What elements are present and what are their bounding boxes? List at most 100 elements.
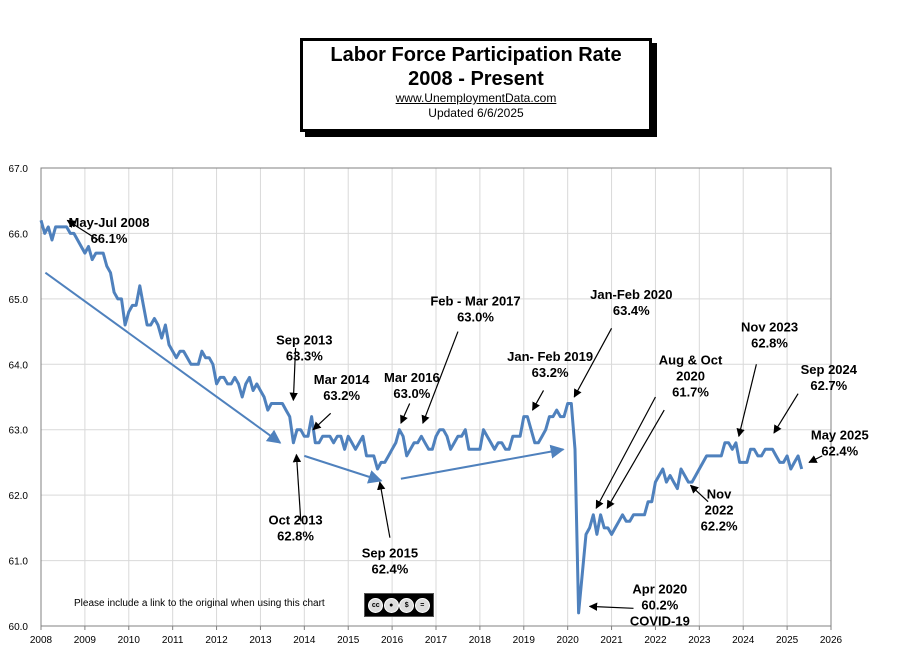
y-axis-ticks: 60.0 61.0 62.0 63.0 64.0 65.0 66.0 67.0 bbox=[9, 164, 29, 633]
nc-dollar-icon: $ bbox=[399, 597, 415, 613]
annotation-arrow bbox=[312, 412, 332, 431]
y-tick-label: 61.0 bbox=[9, 557, 29, 568]
annotation-arrow bbox=[606, 409, 665, 509]
annotation-label: 62.8% bbox=[277, 529, 314, 544]
annotation-arrow bbox=[736, 364, 757, 438]
chart-subtitle: 2008 - Present bbox=[408, 68, 544, 90]
updated-date: Updated 6/6/2025 bbox=[428, 106, 524, 120]
x-tick-label: 2010 bbox=[118, 635, 141, 646]
annotation-label: Jan-Feb 2020 bbox=[590, 287, 672, 302]
annotation-label: 63.0% bbox=[393, 386, 430, 401]
annotation-label: Sep 2015 bbox=[362, 545, 418, 560]
source-link[interactable]: www.UnemploymentData.com bbox=[395, 91, 557, 105]
x-tick-label: 2008 bbox=[30, 635, 53, 646]
annotation-label: 63.0% bbox=[457, 309, 494, 324]
y-tick-label: 60.0 bbox=[9, 622, 29, 633]
annotation-label: May-Jul 2008 bbox=[69, 215, 150, 230]
by-person-icon: ● bbox=[383, 597, 399, 613]
annotation-label: 61.7% bbox=[672, 384, 709, 399]
annotation-arrow bbox=[400, 403, 411, 424]
y-tick-label: 62.0 bbox=[9, 491, 29, 502]
annotation-label: Nov 2023 bbox=[741, 320, 798, 335]
annotation-label: 62.8% bbox=[751, 336, 788, 351]
x-tick-label: 2015 bbox=[337, 635, 360, 646]
annotation-label: 62.4% bbox=[371, 561, 408, 576]
annotation-label: 63.4% bbox=[613, 303, 650, 318]
annotation-label: 2022 bbox=[705, 502, 734, 517]
annotation-label: 62.2% bbox=[701, 518, 738, 533]
title-box: Labor Force Participation Rate 2008 - Pr… bbox=[300, 38, 652, 132]
annotation-arrow bbox=[292, 453, 302, 522]
series-line bbox=[39, 219, 804, 615]
annotation-label: Mar 2014 bbox=[314, 372, 370, 387]
trend-arrows bbox=[44, 271, 565, 484]
y-tick-label: 65.0 bbox=[9, 295, 29, 306]
annotation-arrow bbox=[689, 484, 709, 503]
annotation-arrow bbox=[588, 602, 634, 611]
annotation-label: COVID-19 bbox=[630, 613, 690, 628]
creative-commons-by-nc-nd-icon[interactable]: cc ● $ = bbox=[364, 593, 434, 617]
trend-arrow bbox=[44, 271, 282, 444]
x-tick-label: 2018 bbox=[469, 635, 492, 646]
y-tick-label: 67.0 bbox=[9, 164, 29, 175]
annotation-label: Mar 2016 bbox=[384, 370, 440, 385]
annotation-label: Sep 2024 bbox=[801, 362, 858, 377]
annotation-label: 63.2% bbox=[532, 365, 569, 380]
annotation-label: 63.2% bbox=[323, 388, 360, 403]
trend-arrow bbox=[400, 444, 565, 480]
annotation-arrow bbox=[808, 455, 823, 463]
x-tick-label: 2021 bbox=[600, 635, 623, 646]
cc-circle-icon: cc bbox=[368, 597, 384, 613]
annotation-label: 63.3% bbox=[286, 349, 323, 364]
x-tick-label: 2009 bbox=[74, 635, 97, 646]
chart-title: Labor Force Participation Rate bbox=[330, 44, 622, 66]
x-tick-label: 2026 bbox=[820, 635, 843, 646]
x-tick-label: 2016 bbox=[381, 635, 404, 646]
annotation-label: May 2025 bbox=[811, 428, 869, 443]
x-tick-label: 2024 bbox=[732, 635, 755, 646]
x-tick-label: 2011 bbox=[162, 635, 184, 646]
x-tick-label: 2019 bbox=[513, 635, 536, 646]
y-tick-label: 66.0 bbox=[9, 229, 29, 240]
x-tick-label: 2017 bbox=[425, 635, 448, 646]
annotation-arrow bbox=[595, 396, 656, 509]
annotation-arrow bbox=[66, 219, 99, 241]
annotation-arrow bbox=[377, 481, 391, 538]
x-axis-ticks: 2008 2009 2010 2011 2012 2013 2014 2015 2016 2017… bbox=[30, 626, 843, 646]
x-tick-label: 2014 bbox=[293, 635, 316, 646]
annotation-arrow bbox=[573, 328, 613, 398]
annotation-label: 60.2% bbox=[641, 597, 678, 612]
annotation-label: Sep 2013 bbox=[276, 333, 332, 348]
x-tick-label: 2023 bbox=[688, 635, 711, 646]
annotation-arrow bbox=[289, 347, 298, 402]
grid bbox=[41, 167, 831, 627]
y-tick-label: 64.0 bbox=[9, 360, 29, 371]
annotation-label: Apr 2020 bbox=[632, 581, 687, 596]
annotation-label: 62.4% bbox=[821, 444, 858, 459]
y-tick-label: 63.0 bbox=[9, 426, 29, 437]
annotation-label: 62.7% bbox=[810, 378, 847, 393]
x-tick-label: 2025 bbox=[776, 635, 799, 646]
x-tick-label: 2012 bbox=[205, 635, 228, 646]
annotation-label: Nov bbox=[707, 486, 732, 501]
annotation-arrow bbox=[773, 393, 799, 434]
nd-equal-icon: = bbox=[414, 597, 430, 613]
x-tick-label: 2020 bbox=[557, 635, 580, 646]
annotation-label: 2020 bbox=[676, 368, 705, 383]
